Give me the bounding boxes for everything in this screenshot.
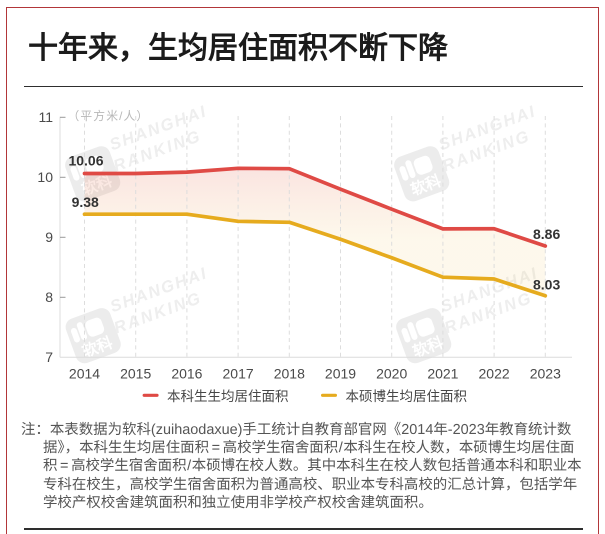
svg-text:10.06: 10.06 [68,153,103,169]
svg-text:2023: 2023 [530,366,561,382]
svg-text:9.38: 9.38 [72,194,99,210]
svg-text:2014: 2014 [69,366,100,382]
svg-text:2017: 2017 [223,366,254,382]
svg-text:2018: 2018 [274,366,305,382]
svg-text:7: 7 [45,349,53,365]
svg-text:9: 9 [45,229,53,245]
svg-text:8: 8 [45,289,53,305]
svg-text:（平方米/人）: （平方米/人） [68,109,150,123]
svg-text:2015: 2015 [120,366,151,382]
svg-text:2016: 2016 [171,366,202,382]
svg-text:2022: 2022 [479,366,510,382]
svg-text:本硕博生均居住面积: 本硕博生均居住面积 [346,388,468,404]
svg-text:2021: 2021 [427,366,458,382]
svg-text:2019: 2019 [325,366,356,382]
svg-text:10: 10 [37,169,53,185]
svg-text:11: 11 [38,109,53,125]
svg-text:8.86: 8.86 [533,226,560,242]
svg-text:8.03: 8.03 [533,277,560,293]
svg-text:本科生生均居住面积: 本科生生均居住面积 [167,389,289,404]
svg-text:2020: 2020 [376,366,407,382]
